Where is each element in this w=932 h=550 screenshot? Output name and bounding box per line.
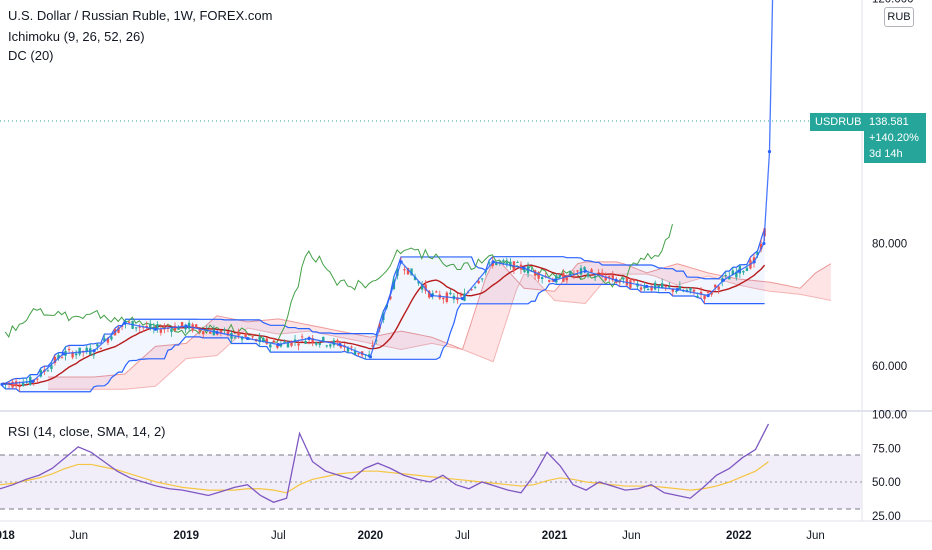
usdrub-point [338,342,342,347]
usdrub-point [553,278,557,282]
usdrub-point [61,352,65,356]
usdrub-point [246,336,250,341]
ichimoku-base-line [1,264,766,387]
usdrub-point [767,150,772,154]
usdrub-point [184,324,188,328]
usdrub-point [752,260,756,264]
time-axis-tick-2020: 2020 [358,530,384,542]
rsi-line [0,423,770,503]
usdrub-point [276,342,280,347]
time-axis-tick-jun: Jun [622,530,641,542]
price-change: +140.20% [869,132,919,144]
time-axis-tick-2022: 2022 [726,530,752,542]
rsi-ma-series [0,461,769,494]
price-series [0,0,774,386]
bar-countdown: 3d 14h [869,148,903,160]
currency-button[interactable]: RUB [884,7,914,27]
time-axis-tick-2021: 2021 [542,530,568,542]
last-price-value: 138.581 [869,116,909,128]
rsi-axis-tick: 100.00 [872,410,907,422]
usdrub-point [399,260,403,264]
usdrub-point [675,287,680,292]
usdrub-point [153,327,158,331]
usdrub-point [737,269,741,273]
time-axis-labels[interactable]: 2018 Jun 2019 Jul 2020 Jul 2021 Jun 2022 Jun [0,530,825,542]
time-axis-tick-2018: 2018 [0,530,15,542]
usdrub-point [31,379,35,383]
usdrub-point [614,278,618,282]
usdrub-point [583,269,587,273]
usdrub-point [522,266,526,270]
last-price-tag: 138.581 +140.20% 3d 14h [864,113,926,163]
usdrub-point [706,293,710,298]
price-axis-tick: 80.000 [872,239,907,251]
rsi-ma-line [0,461,769,494]
usdrub-point [430,293,434,298]
ichimoku-legend[interactable]: Ichimoku (9, 26, 52, 26) [8,29,145,44]
usdrub-point [368,355,372,359]
rsi-series [0,423,770,503]
rsi-axis-tick: 50.00 [872,477,901,489]
symbol-tag: USDRUB [810,113,867,131]
price-axis-tick: 120.000 [872,0,914,6]
rsi-legend[interactable]: RSI (14, close, SMA, 14, 2) [8,424,166,439]
time-axis-tick-2019: 2019 [173,530,199,542]
usdrub-point [460,297,465,301]
usdrub-point [307,336,311,341]
dc-legend[interactable]: DC (20) [8,48,54,63]
usdrub-point [721,278,726,282]
time-axis-tick-jul: Jul [455,530,470,542]
usdrub-point [215,330,219,334]
usdrub-point [92,349,96,353]
rsi-axis-tick: 75.00 [872,443,901,455]
price-axis-tick: 60.000 [872,361,907,373]
rsi-axis-tick: 25.00 [872,511,901,523]
time-axis-tick-jun: Jun [69,530,88,542]
usdrub-point [491,260,495,264]
usdrub-point [645,284,649,288]
usdrub-point [123,321,127,325]
usdrub-point [0,382,4,386]
usdrub-point [762,241,766,246]
rsi-axis-labels[interactable]: 25.00 50.00 75.00 100.00 [872,410,907,523]
chart-title[interactable]: U.S. Dollar / Russian Ruble, 1W, FOREX.c… [8,8,273,23]
time-axis-tick-jul: Jul [271,530,286,542]
time-axis-tick-jun: Jun [806,530,825,542]
